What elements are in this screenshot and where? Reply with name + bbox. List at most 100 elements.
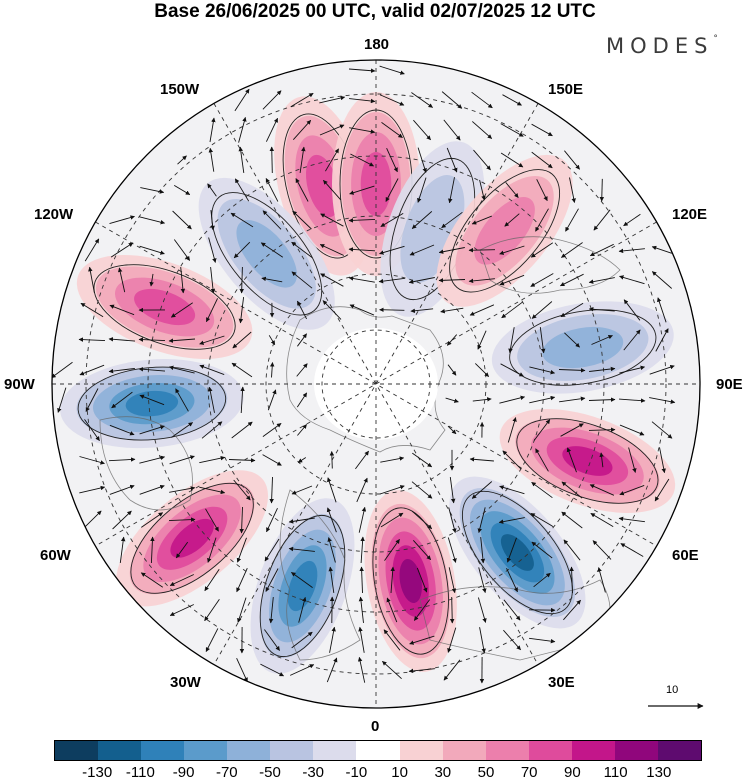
land-masses: [99, 236, 621, 661]
wind-vector: [288, 546, 315, 552]
wind-vector: [473, 149, 491, 171]
wind-vector: [173, 239, 191, 261]
wind-vector: [443, 659, 461, 681]
wind-vector: [204, 568, 220, 592]
positive-anomaly-center: [499, 409, 676, 513]
wind-vector: [506, 537, 517, 563]
wind-vector: [569, 177, 576, 203]
wind-vector: [262, 90, 282, 110]
wind-vector: [108, 457, 136, 462]
wind-vector: [592, 540, 612, 560]
wind-vector: [138, 366, 166, 372]
colorbar-swatch: [485, 741, 529, 760]
wind-vector: [238, 116, 247, 143]
map-boundary: [51, 59, 701, 709]
wind-vector: [417, 177, 427, 203]
wind-vector: [238, 146, 245, 173]
wind-vector: [266, 508, 278, 533]
wind-vector: [261, 276, 283, 283]
wind-vector: [539, 327, 546, 354]
wind-vector: [379, 485, 405, 495]
wind-vector: [168, 365, 195, 374]
colorbar-tick-label: 10: [391, 764, 408, 781]
wind-vector: [590, 513, 614, 527]
wind-vector: [480, 537, 486, 564]
wind-vector: [262, 210, 282, 230]
wind-vector: [618, 248, 645, 254]
wind-vector: [201, 421, 223, 439]
colorbar-swatch: [571, 741, 615, 760]
wind-vector: [139, 425, 165, 435]
wind-vector: [649, 397, 676, 404]
colorbar-tick-label: -70: [215, 764, 238, 781]
wind-vector: [322, 300, 342, 320]
wind-vector: [234, 88, 250, 112]
wind-vector: [530, 242, 554, 258]
colorbar-swatch: [98, 741, 142, 760]
wind-vector: [588, 307, 615, 312]
wind-vector: [265, 177, 279, 202]
wind-vector: [85, 388, 99, 412]
wind-vector: [408, 277, 435, 284]
wind-vector: [231, 421, 253, 439]
wind-vector: [500, 363, 524, 377]
wind-vectors: [52, 65, 676, 684]
wind-vector: [380, 512, 404, 528]
wind-vector: [108, 336, 136, 342]
wind-vector: [348, 218, 376, 223]
wind-vector: [412, 452, 433, 468]
wind-vector: [290, 664, 315, 676]
wind-vector: [329, 626, 336, 653]
wind-vector: [499, 485, 525, 495]
wind-vector: [657, 297, 667, 323]
wind-vector: [445, 397, 459, 403]
wind-vector: [448, 177, 455, 204]
wind-vector: [500, 152, 524, 168]
wind-vector: [205, 628, 219, 653]
wind-vector: [533, 419, 551, 441]
wind-vector: [561, 511, 583, 529]
wind-vector: [563, 599, 581, 621]
wind-vector: [472, 397, 492, 402]
wind-vector: [298, 596, 307, 623]
wind-vector: [447, 364, 457, 376]
wind-vector: [199, 364, 225, 376]
wind-vector: [409, 635, 435, 645]
colorbar-tick-label: 110: [603, 764, 628, 781]
wind-vector: [505, 182, 519, 198]
wind-vector: [231, 362, 253, 378]
wind-vector: [139, 216, 166, 225]
wind-vector: [149, 273, 154, 287]
wind-vector: [386, 597, 398, 623]
wind-vector: [502, 450, 522, 470]
lon-label-90e: 90E: [716, 376, 743, 393]
wind-vector: [659, 447, 666, 474]
wind-vector: [292, 210, 312, 230]
positive-anomaly-center: [76, 255, 253, 359]
wind-vector: [326, 507, 337, 533]
wind-vector: [536, 179, 548, 202]
wind-vector: [296, 363, 308, 377]
wind-vector: [589, 243, 614, 257]
wind-vector: [323, 179, 341, 200]
wind-vector: [529, 637, 556, 644]
wind-vector: [264, 538, 280, 562]
wind-vector: [150, 536, 155, 564]
wind-vector: [469, 457, 494, 462]
wind-vector: [199, 486, 226, 495]
wind-vector: [139, 245, 165, 255]
wind-vector: [564, 332, 580, 348]
wind-vector: [477, 330, 487, 350]
wind-vector: [386, 148, 398, 173]
wind-vector: [383, 629, 401, 651]
wind-vector: [169, 486, 196, 493]
wind-vector: [108, 367, 135, 374]
wind-vector: [358, 506, 367, 533]
wind-vector: [479, 627, 486, 654]
wind-vector: [175, 388, 189, 412]
wind-vector: [173, 185, 191, 195]
wind-vector: [448, 507, 457, 534]
anomaly-field: [60, 92, 676, 674]
wind-vector: [291, 241, 313, 259]
wind-vector: [237, 597, 247, 623]
